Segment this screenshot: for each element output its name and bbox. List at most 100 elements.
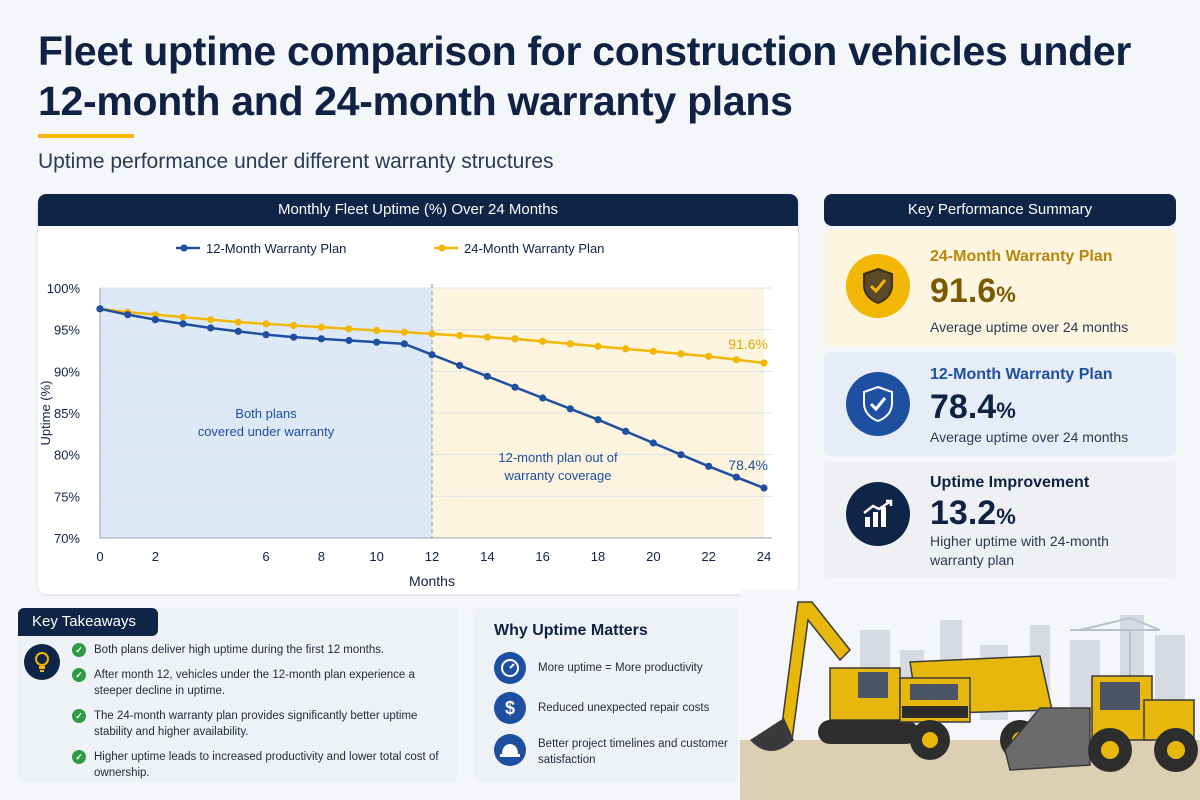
data-point xyxy=(760,359,768,367)
data-point xyxy=(566,340,574,348)
construction-vehicles-illustration xyxy=(740,590,1200,800)
why-item-timelines: Better project timelines and customer sa… xyxy=(494,734,734,770)
end-label-12-month: 78.4% xyxy=(728,457,768,473)
takeaways-list: ✓ Both plans deliver high uptime during t… xyxy=(72,642,444,790)
wheel-loader xyxy=(1004,675,1198,772)
x-tick-label: 8 xyxy=(318,549,325,564)
data-point xyxy=(539,337,547,345)
data-point xyxy=(622,427,630,435)
summary-card-value: 13.2% xyxy=(930,494,1016,532)
check-icon: ✓ xyxy=(72,709,86,723)
lightbulb-icon xyxy=(24,644,60,680)
check-icon: ✓ xyxy=(72,668,86,682)
x-tick-label: 14 xyxy=(480,549,494,564)
legend-label: 12-Month Warranty Plan xyxy=(206,241,346,256)
data-point xyxy=(677,350,685,358)
summary-card-label: 12-Month Warranty Plan xyxy=(930,366,1113,383)
hard-hat-icon xyxy=(494,734,526,766)
data-point xyxy=(179,313,187,321)
y-tick-label: 70% xyxy=(54,531,80,546)
summary-card-value: 91.6% xyxy=(930,272,1016,310)
chart-panel-title: Monthly Fleet Uptime (%) Over 24 Months xyxy=(38,194,798,226)
summary-card-value: 78.4% xyxy=(930,388,1016,426)
data-point xyxy=(345,325,353,333)
dollar-icon: $ xyxy=(494,692,526,724)
data-point xyxy=(345,336,353,345)
data-point xyxy=(290,321,298,330)
region-label-covered: Both plans covered under warranty xyxy=(198,406,335,439)
data-point xyxy=(456,331,464,340)
data-point xyxy=(649,347,657,355)
data-point xyxy=(317,323,325,331)
uptime-line-chart: 100% 95% 90% 85% 80% 75% 70% 0 2 6 8 10 12 14 16 18 20 22… xyxy=(38,241,772,589)
end-label-24-month: 91.6% xyxy=(728,336,768,352)
data-point xyxy=(179,320,187,328)
y-tick-label: 75% xyxy=(54,489,80,504)
y-axis-label: Uptime (%) xyxy=(38,380,53,445)
data-point xyxy=(705,462,713,470)
shield-check-icon xyxy=(846,372,910,436)
x-axis-label: Months xyxy=(409,573,455,589)
check-icon: ✓ xyxy=(72,643,86,657)
data-point xyxy=(456,361,464,370)
key-takeaways-panel xyxy=(18,608,458,782)
data-point xyxy=(400,328,408,336)
x-tick-label: 10 xyxy=(369,549,383,564)
x-tick-label: 18 xyxy=(591,549,605,564)
check-icon: ✓ xyxy=(72,750,86,764)
data-point xyxy=(262,331,270,339)
page-subtitle: Uptime performance under different warra… xyxy=(38,150,554,173)
data-point xyxy=(373,338,381,346)
data-point xyxy=(151,316,159,324)
y-tick-label: 90% xyxy=(54,364,80,379)
data-point xyxy=(428,351,436,359)
data-point xyxy=(234,327,242,335)
data-point xyxy=(649,439,657,447)
data-point xyxy=(428,330,436,338)
data-point xyxy=(207,324,215,332)
data-point xyxy=(400,340,408,348)
list-item: ✓ Higher uptime leads to increased produc… xyxy=(72,749,444,781)
y-tick-label: 95% xyxy=(54,323,80,338)
summary-card-description: Average uptime over 24 months xyxy=(930,319,1129,335)
x-tick-label: 20 xyxy=(646,549,660,564)
legend-swatch-point xyxy=(180,244,188,252)
data-point xyxy=(732,356,740,364)
region-label-out-of-warranty: 12-month plan out of warranty coverage xyxy=(498,450,618,483)
summary-card-description: Average uptime over 24 months xyxy=(930,429,1129,445)
why-item-productivity: More uptime = More productivity xyxy=(494,652,734,688)
data-point xyxy=(511,383,519,391)
list-item: ✓ The 24-month warranty plan provides sig… xyxy=(72,708,444,740)
summary-card-description: Higher uptime with 24-month warranty pla… xyxy=(930,533,1109,568)
excavator xyxy=(750,601,918,751)
data-point xyxy=(594,416,602,424)
x-tick-label: 12 xyxy=(425,549,439,564)
summary-header: Key Performance Summary xyxy=(824,194,1176,226)
list-item: ✓ Both plans deliver high uptime during t… xyxy=(72,642,444,658)
data-point xyxy=(373,326,381,335)
title-underline xyxy=(38,134,134,138)
why-item-text: Reduced unexpected repair costs xyxy=(538,702,710,714)
summary-card-label: 24-Month Warranty Plan xyxy=(930,248,1113,265)
data-point xyxy=(207,316,215,324)
summary-card-improvement: Uptime Improvement 13.2% Higher uptime w… xyxy=(824,462,1176,578)
legend-label: 24-Month Warranty Plan xyxy=(464,241,604,256)
data-point xyxy=(511,335,519,343)
data-point xyxy=(290,333,298,341)
shield-check-icon xyxy=(846,254,910,318)
chart-panel: Monthly Fleet Uptime (%) Over 24 Months … xyxy=(38,194,798,594)
why-uptime-title: Why Uptime Matters xyxy=(494,622,648,639)
data-point xyxy=(124,311,132,319)
summary-card-24-month: 24-Month Warranty Plan 91.6% Average upt… xyxy=(824,230,1176,346)
data-point xyxy=(594,342,602,350)
data-point xyxy=(483,372,491,380)
data-point xyxy=(317,335,325,343)
data-point xyxy=(760,484,768,492)
legend-swatch-point xyxy=(438,244,446,252)
x-tick-label: 6 xyxy=(262,549,269,564)
x-tick-label: 16 xyxy=(535,549,549,564)
x-tick-label: 24 xyxy=(757,549,771,564)
x-tick-label: 0 xyxy=(96,549,103,564)
data-point xyxy=(622,345,630,353)
data-point xyxy=(96,305,104,313)
